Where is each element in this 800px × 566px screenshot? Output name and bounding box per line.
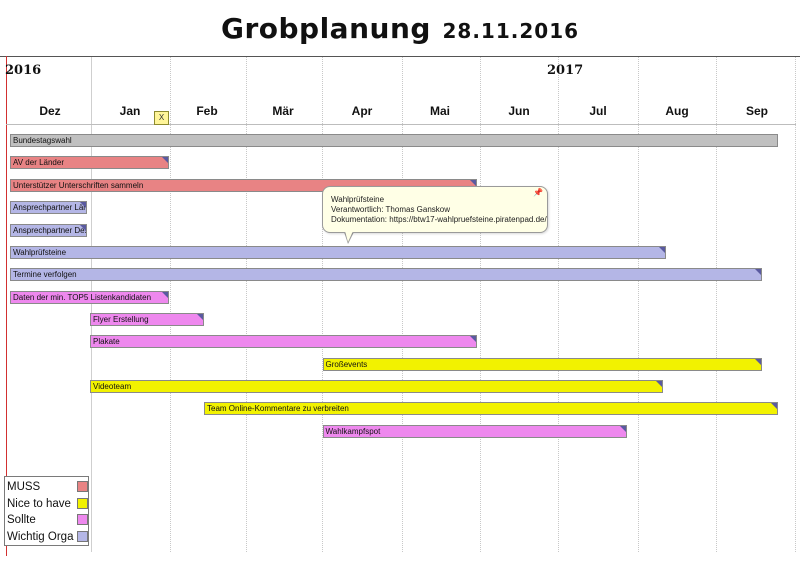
task-bar[interactable]: Plakate	[90, 335, 477, 348]
task-label: Flyer Erstellung	[93, 315, 149, 324]
task-bar[interactable]: Ansprechpartner Länder	[10, 201, 88, 214]
task-label: Daten der min. TOP5 Listenkandidaten	[13, 293, 152, 302]
tooltip-tail-fill	[345, 231, 353, 242]
title-text: Grobplanung	[220, 12, 431, 45]
task-end-corner	[197, 314, 204, 320]
task-end-corner	[658, 247, 665, 253]
task-bar[interactable]: Termine verfolgen	[10, 268, 763, 281]
month-label: Sep	[745, 104, 768, 118]
task-label: Ansprechpartner Länder	[13, 203, 88, 212]
month-label: Aug	[665, 104, 689, 118]
task-tooltip: 📌 Wahlprüfsteine Verantwortlich: Thomas …	[322, 186, 548, 233]
tooltip-responsible: Verantwortlich: Thomas Ganskow	[331, 205, 451, 214]
pin-icon[interactable]: 📌	[533, 188, 543, 197]
task-bar[interactable]: Team Online-Kommentare zu verbreiten	[204, 402, 779, 415]
today-marker[interactable]: X	[154, 111, 169, 125]
month-label: Feb	[196, 104, 218, 118]
legend-swatch	[77, 514, 88, 525]
task-end-corner	[755, 269, 762, 275]
task-bar[interactable]: Videoteam	[90, 380, 664, 393]
today-line	[6, 56, 7, 556]
month-label: Dez	[39, 104, 61, 118]
task-end-corner	[161, 157, 168, 163]
month-gridline	[638, 57, 639, 552]
task-bar[interactable]: Ansprechpartner Des	[10, 224, 88, 237]
task-end-corner	[80, 225, 87, 231]
legend-label: MUSS	[7, 481, 41, 493]
task-label: Bundestagswahl	[13, 136, 72, 145]
month-label: Mär	[272, 104, 294, 118]
task-bar[interactable]: Daten der min. TOP5 Listenkandidaten	[10, 291, 169, 304]
task-bar[interactable]: Wahlkampfspot	[322, 425, 628, 438]
legend-swatch	[77, 497, 88, 509]
month-gridline	[170, 57, 171, 552]
month-gridline	[246, 57, 247, 552]
legend-label: Sollte	[7, 514, 36, 526]
task-end-corner	[469, 180, 476, 186]
month-gridline	[91, 57, 92, 552]
legend-label: Nice to have	[7, 497, 71, 510]
task-bar[interactable]: AV der Länder	[10, 156, 169, 169]
page-title: Grobplanung 28.11.2016	[0, 12, 800, 45]
legend-label: Wichtig Orga	[7, 530, 74, 543]
legend-item: Sollte	[7, 512, 89, 528]
month-label: Apr	[351, 104, 373, 118]
month-label: Jun	[508, 104, 530, 118]
task-end-corner	[620, 426, 627, 432]
task-label: Unterstützer Unterschriften sammeln	[13, 181, 144, 190]
month-gridline	[716, 57, 717, 552]
task-end-corner	[80, 202, 87, 208]
task-bar[interactable]: Bundestagswahl	[10, 134, 779, 147]
task-bar[interactable]: Großevents	[322, 358, 763, 371]
task-label: Wahlprüfsteine	[13, 248, 67, 257]
task-label: Ansprechpartner Des	[13, 226, 88, 235]
title-date: 28.11.2016	[442, 19, 580, 43]
legend-item: Nice to have	[7, 496, 89, 512]
task-end-corner	[771, 403, 778, 409]
task-label: Videoteam	[93, 382, 132, 391]
task-end-corner	[656, 381, 663, 387]
legend-swatch	[77, 481, 88, 492]
task-end-corner	[469, 336, 476, 342]
task-label: Termine verfolgen	[13, 270, 77, 279]
month-gridline	[795, 57, 796, 552]
tooltip-documentation: Dokumentation: https://btw17-wahlpruefst…	[331, 215, 547, 224]
scale-separator	[6, 124, 796, 125]
month-gridline	[480, 57, 481, 552]
year-label: 2017	[547, 63, 584, 78]
legend-swatch	[77, 530, 88, 542]
task-label: Plakate	[93, 337, 120, 346]
month-gridline	[558, 57, 559, 552]
legend-item: MUSS	[7, 479, 89, 495]
task-bar[interactable]: Wahlprüfsteine	[10, 246, 666, 259]
task-label: Wahlkampfspot	[325, 427, 381, 436]
task-end-corner	[161, 292, 168, 298]
legend: MUSS Nice to have Sollte Wichtig Orga	[4, 476, 89, 546]
month-label: Mai	[429, 104, 450, 118]
task-label: AV der Länder	[13, 158, 64, 167]
task-label: Großevents	[325, 360, 368, 369]
task-label: Team Online-Kommentare zu verbreiten	[207, 404, 349, 413]
year-label: 2016	[5, 63, 42, 78]
month-label: Jan	[119, 104, 141, 118]
month-gridline	[402, 57, 403, 552]
timeline-top-border	[0, 56, 800, 57]
month-gridline	[322, 57, 323, 552]
month-label: Jul	[589, 104, 607, 118]
legend-item: Wichtig Orga	[7, 529, 89, 545]
tooltip-title: Wahlprüfsteine	[331, 195, 385, 204]
task-end-corner	[755, 359, 762, 365]
task-bar[interactable]: Flyer Erstellung	[90, 313, 205, 326]
